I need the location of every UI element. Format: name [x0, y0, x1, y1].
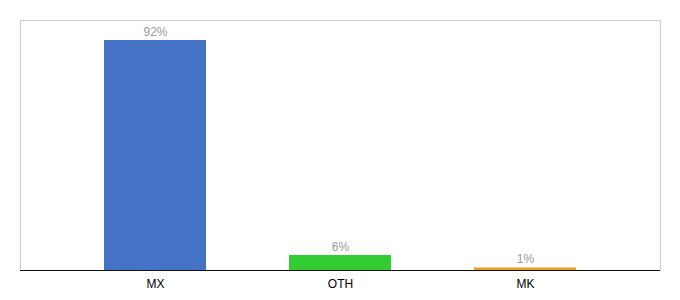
svg-text:OTH: OTH [328, 277, 353, 291]
svg-text:6%: 6% [332, 240, 350, 254]
svg-text:1%: 1% [517, 252, 535, 266]
svg-text:MX: MX [147, 277, 165, 291]
svg-text:MK: MK [517, 277, 535, 291]
svg-text:92%: 92% [143, 25, 167, 39]
